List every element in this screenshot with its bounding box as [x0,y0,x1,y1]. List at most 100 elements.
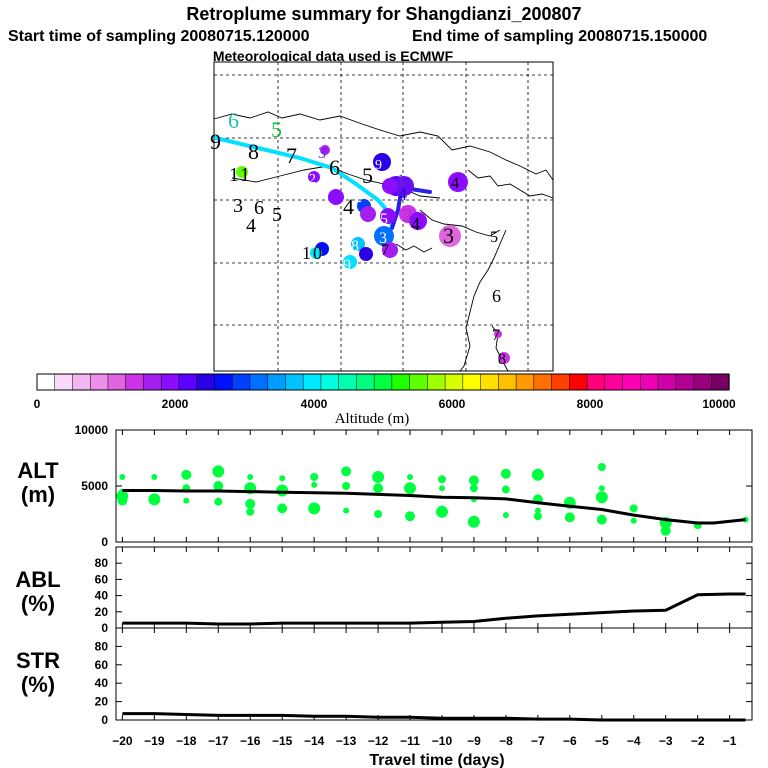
colorbar-cell [89,373,109,391]
map-label: 4 [411,214,420,234]
colorbar-cell [373,373,393,391]
alt-scatter-point [629,504,638,513]
alt-scatter-point [246,507,255,516]
alt-scatter-point [342,482,351,490]
abl-ytick-label: 80 [95,556,109,570]
alt-scatter-point [372,471,385,483]
colorbar-tick: 4000 [301,397,328,411]
abl-ytick-label: 40 [95,589,109,603]
alt-scatter-point [564,512,575,523]
str-ylabel: STR [16,648,60,673]
alt-scatter-point [436,505,448,518]
alt-scatter-point [500,468,511,479]
met-data-label: Meteorological data used is ECMWF [213,48,454,64]
map-label: 4 [343,194,354,219]
alt-scatter-point [213,481,224,491]
alt-scatter-point [468,475,479,486]
colorbar-cell [196,373,216,391]
xtick-label: −10 [432,734,453,748]
map-label: 6 [228,108,239,133]
colorbar-cell [54,373,74,391]
alt-scatter-point [630,517,637,524]
alt-ylabel-unit: (m) [21,482,55,507]
colorbar-cell [107,373,127,391]
colorbar-cell [693,373,712,391]
colorbar-cell [569,373,588,391]
abl-panel: 80 60 40 20 0 ABL(%) [15,546,753,635]
alt-scatter-point [247,474,254,480]
alt-scatter-point [308,502,321,515]
alt-scatter-point [373,483,384,494]
xtick-label: −5 [595,734,609,748]
alt-scatter-point [311,481,318,488]
str-frame [115,627,753,721]
abl-ytick-label: 20 [95,605,109,619]
alt-scatter-point [438,475,446,484]
colorbar-cell [409,373,429,391]
map-label: 9 [210,129,221,154]
alt-scatter-point [597,463,606,471]
colorbar-cell [498,373,517,391]
alt-scatter-point [531,468,544,481]
alt-scatter-point [214,497,223,506]
alt-scatter-point [279,475,286,482]
alt-scatter-point [598,485,605,492]
alt-scatter-point [596,514,607,525]
alt-scatter-point [374,510,383,518]
alt-series-line [122,489,746,525]
alt-scatter-point [343,507,350,514]
xtick-label: −20 [112,734,133,748]
colorbar-cell [125,373,145,391]
alt-scatter-point [151,474,158,480]
colorbar-cell [320,373,340,391]
colorbar-cell [622,373,641,391]
map-label: 6 [329,155,340,180]
xtick-label: −8 [499,734,513,748]
colorbar-cell [675,373,695,391]
map-label: 4 [398,184,407,204]
alt-scatter-point [183,497,190,504]
map-label: 3 [233,195,243,217]
map-label: 1 [397,172,405,189]
alt-ytick-label: 5000 [81,479,108,493]
colorbar-frame [36,373,730,391]
xtick-label: −7 [531,734,545,748]
map-label: 3 [443,223,454,248]
end-time-label: End time of sampling 20080715.150000 [412,28,707,45]
colorbar-cell [604,373,624,391]
altitude-colorbar: 0 2000 4000 6000 8000 10000 Altitude (m) [34,373,736,427]
alt-scatter-point [277,503,288,514]
alt-scatter-point [502,512,509,519]
alt-scatter-point [245,498,256,509]
map-label: 2 [354,189,362,206]
figure-title: Retroplume summary for Shangdianzi_20080… [186,4,581,24]
alt-scatter-point [341,466,352,477]
map-label: 0 [313,243,322,263]
colorbar-cell [551,373,570,391]
abl-ylabel: ABL [15,567,60,592]
colorbar-tick: 8000 [577,397,604,411]
xtick-label: −18 [176,734,197,748]
xtick-label: −17 [208,734,229,748]
map-label: 1 [229,164,239,186]
xtick-label: −13 [336,734,357,748]
colorbar-cell [462,373,482,391]
colorbar-cell [533,373,553,391]
map-label: 5 [272,204,282,226]
colorbar-cell [302,373,322,391]
alt-ytick-label: 0 [101,535,108,549]
map-label: 5 [380,211,388,228]
alt-scatter-point [310,473,319,481]
map-label: 1 [240,164,250,186]
alt-scatter-point [469,484,478,493]
alt-scatter-point [595,491,608,504]
str-ytick-label: 0 [101,713,108,727]
trajectory-map: 9 6 5 8 7 3 6 2 1 1 5 9 1 4 3 6 5 4 2 4 … [210,61,554,372]
xtick-label: −16 [240,734,261,748]
alt-scatter-point [276,484,289,497]
map-label: 7 [492,327,500,344]
abl-frame [115,546,753,629]
map-label: 1 [302,243,311,263]
map-label: 8 [498,351,506,368]
